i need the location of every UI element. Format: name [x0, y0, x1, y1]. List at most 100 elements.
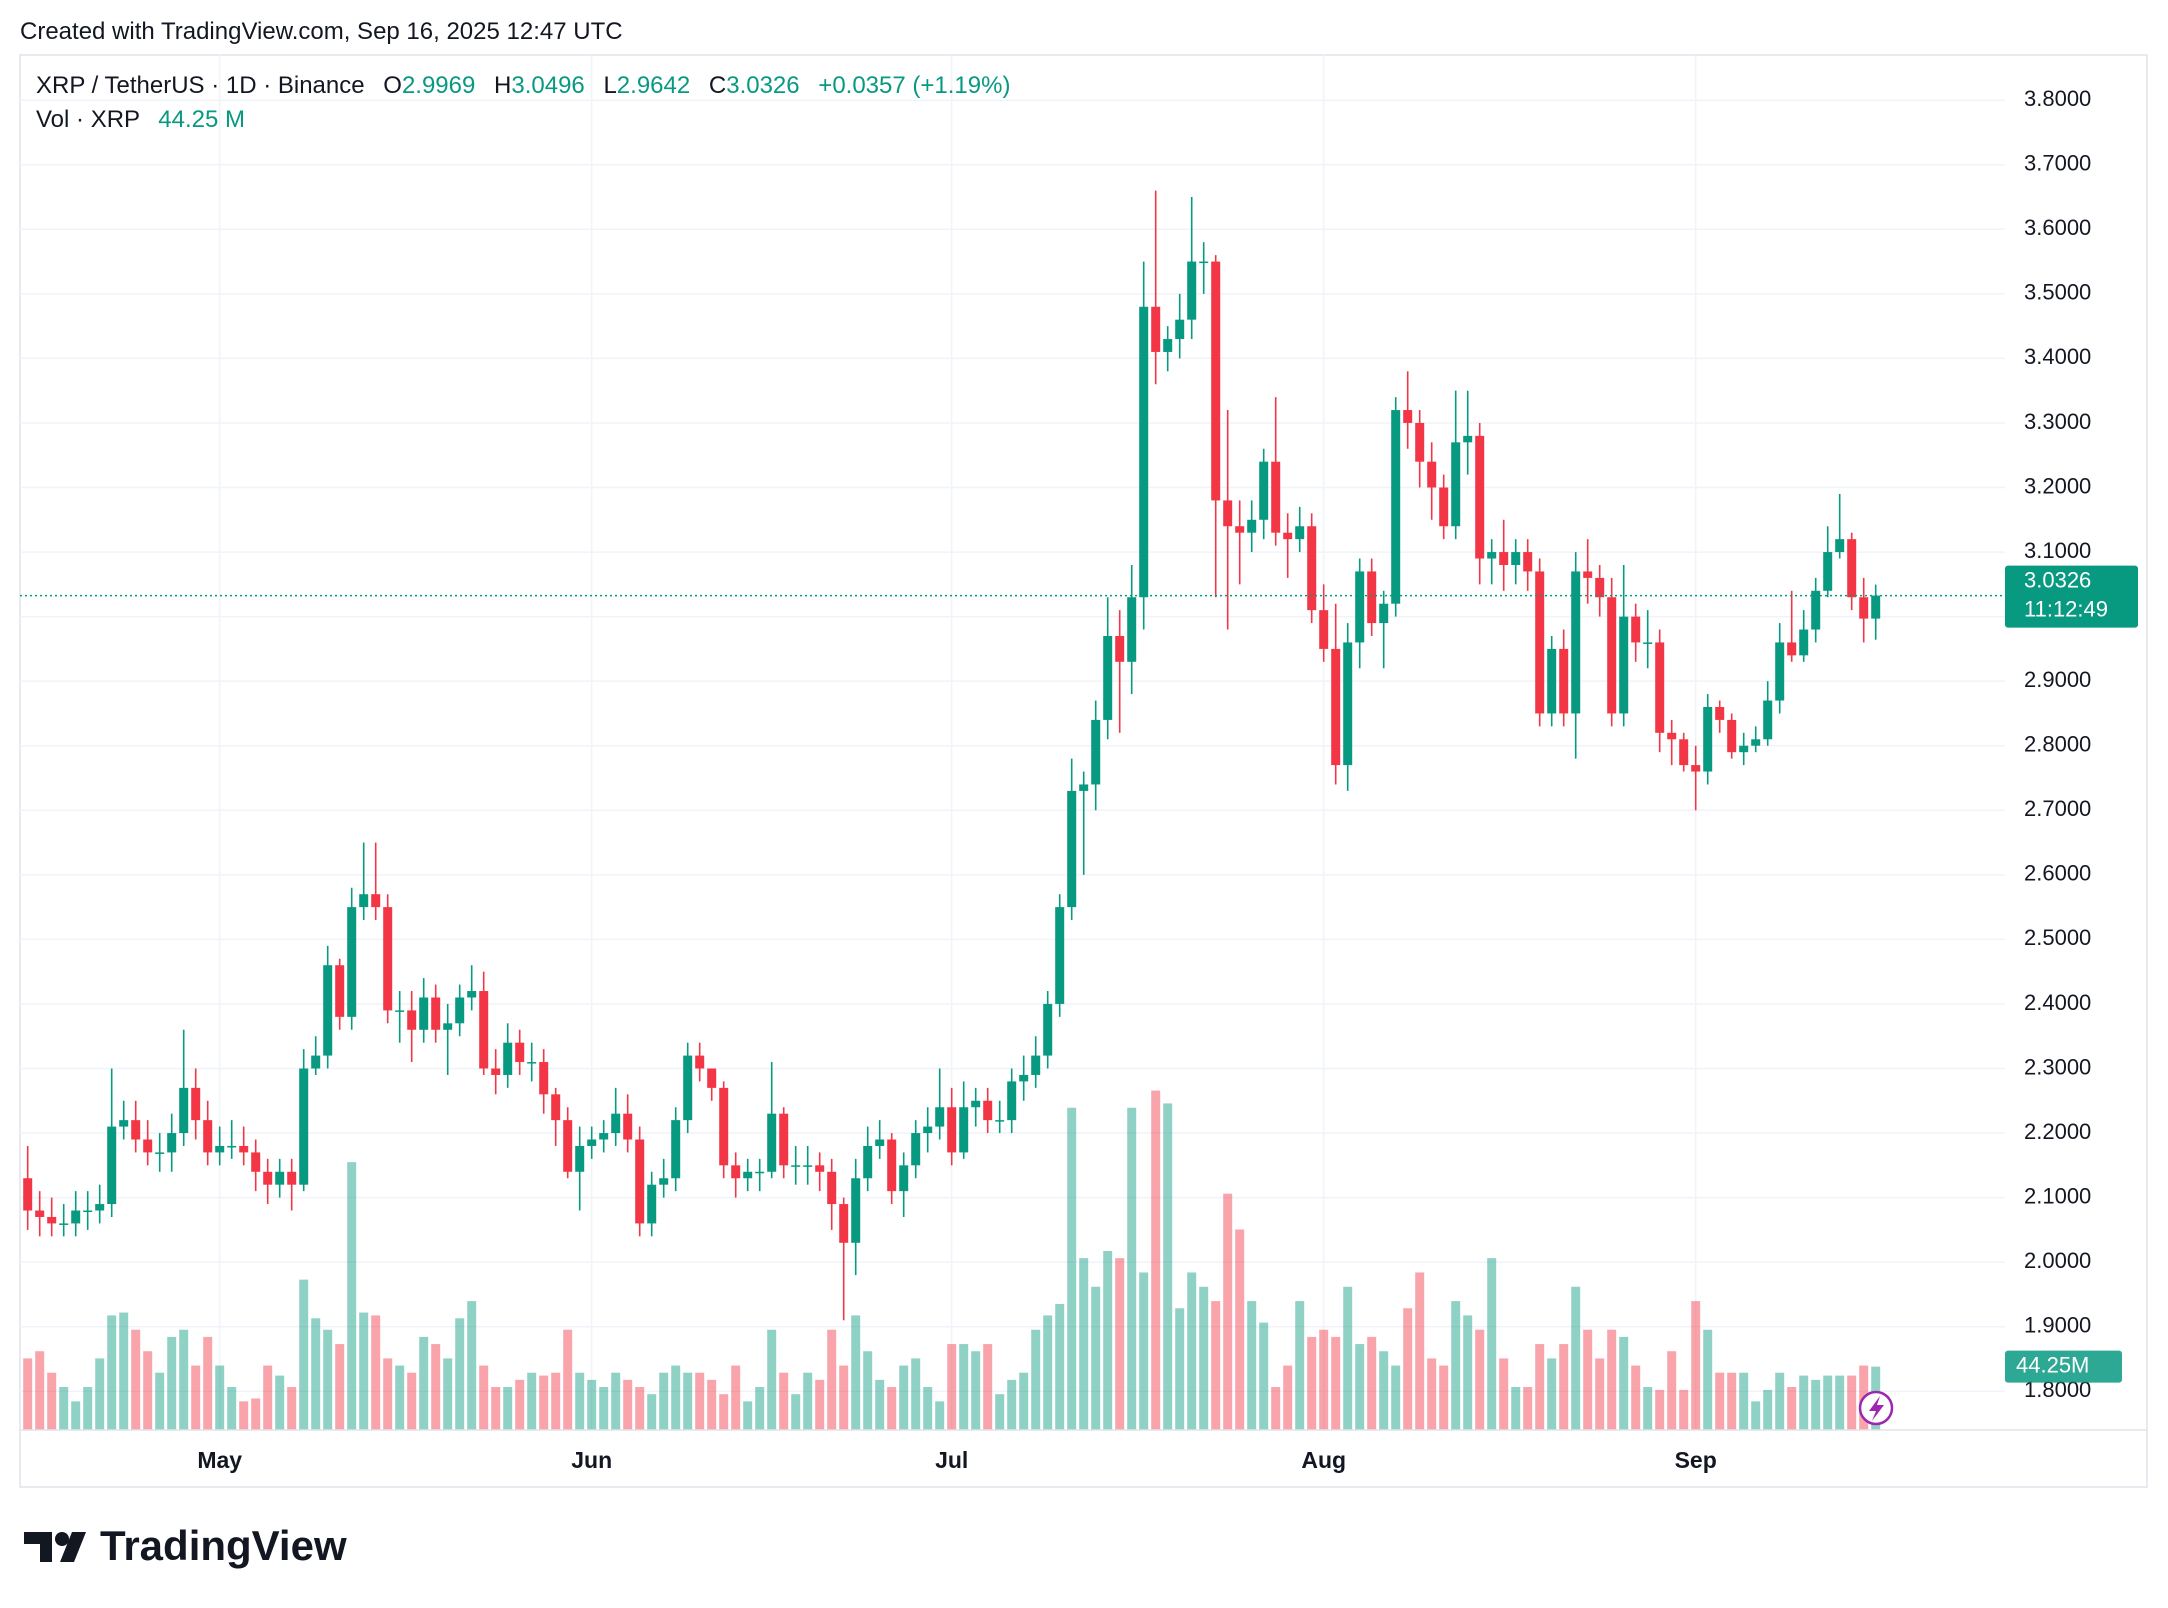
- candle-body: [1559, 648, 1569, 714]
- candles: [23, 190, 1881, 1321]
- candle-body: [983, 1100, 993, 1121]
- candle-body: [191, 1087, 201, 1121]
- volume-bar: [95, 1358, 105, 1430]
- candle-body: [1619, 616, 1629, 714]
- last-price-box: [2005, 565, 2138, 628]
- volume-bar: [395, 1365, 405, 1430]
- volume-bar: [47, 1372, 57, 1430]
- volume-bar: [695, 1372, 705, 1430]
- volume-bar: [1667, 1351, 1677, 1430]
- volume-bar: [1415, 1272, 1425, 1430]
- volume-bar: [1535, 1344, 1545, 1430]
- volume-bar: [1379, 1351, 1389, 1430]
- candle-body: [815, 1165, 825, 1172]
- volume-bar: [443, 1358, 453, 1430]
- volume-bar: [1763, 1389, 1773, 1430]
- volume-bar: [623, 1379, 633, 1430]
- volume-bar: [215, 1365, 225, 1430]
- candle-body: [1667, 732, 1677, 740]
- candle-body: [923, 1126, 933, 1134]
- candle-body: [275, 1171, 285, 1185]
- candle-body: [1823, 552, 1833, 591]
- candle-body: [431, 997, 441, 1030]
- volume-bar: [1187, 1272, 1197, 1430]
- volume-bar: [59, 1387, 69, 1430]
- alert-icon[interactable]: [1858, 1390, 1894, 1426]
- candle-body: [83, 1210, 93, 1213]
- candle-body: [1655, 642, 1665, 733]
- candle-body: [947, 1107, 957, 1153]
- candle-body: [203, 1120, 213, 1153]
- candle-body: [1739, 745, 1749, 753]
- volume-bar: [1055, 1303, 1065, 1430]
- volume-bar: [1679, 1389, 1689, 1430]
- candle-body: [527, 1062, 537, 1064]
- volume-bar: [1463, 1315, 1473, 1430]
- x-tick-label: Aug: [1301, 1447, 1346, 1473]
- volume-bar: [419, 1336, 429, 1430]
- candle-body: [1187, 261, 1197, 320]
- volume-bar: [1223, 1193, 1233, 1430]
- volume-bar: [1475, 1329, 1485, 1430]
- volume-bar: [1703, 1329, 1713, 1430]
- candle-body: [887, 1139, 897, 1192]
- volume-bar: [1739, 1372, 1749, 1430]
- volume-bar: [863, 1351, 873, 1430]
- volume-bar: [959, 1344, 969, 1430]
- candle-body: [215, 1145, 225, 1153]
- volume-bar: [431, 1344, 441, 1430]
- candle-body: [971, 1100, 981, 1108]
- volume-bar: [1451, 1301, 1461, 1430]
- candle-body: [1019, 1074, 1029, 1082]
- volume-bar: [1439, 1365, 1449, 1430]
- logo-part: [24, 1532, 52, 1562]
- candle-body: [1499, 552, 1509, 565]
- volume-bar: [1367, 1336, 1377, 1430]
- volume-bar: [1691, 1301, 1701, 1430]
- volume-bar: [107, 1315, 117, 1430]
- volume-bar: [1631, 1365, 1641, 1430]
- volume-bar: [1211, 1301, 1221, 1430]
- volume-bar: [155, 1372, 165, 1430]
- volume-bar: [179, 1329, 189, 1430]
- candle-body: [1763, 700, 1773, 740]
- y-tick-label: 3.2000: [2024, 473, 2091, 498]
- volume-bar: [1523, 1387, 1533, 1430]
- candle-body: [251, 1152, 261, 1172]
- candle-body: [803, 1165, 813, 1167]
- volume-bar: [1799, 1375, 1809, 1430]
- volume-bar: [707, 1379, 717, 1430]
- volume-bar: [515, 1379, 525, 1430]
- candle-body: [1379, 603, 1389, 624]
- volume-bar: [1127, 1107, 1137, 1430]
- volume-bar: [1019, 1372, 1029, 1430]
- candle-body: [1223, 500, 1233, 527]
- candle-body: [1391, 410, 1401, 604]
- candle-body: [1163, 339, 1173, 352]
- volume-bar: [1283, 1365, 1293, 1430]
- candle-body: [1643, 642, 1653, 644]
- volume-axis-label: 44.25M: [2016, 1352, 2089, 1377]
- ohlc-value: 2.9642: [616, 72, 691, 99]
- candle-body: [1235, 526, 1245, 533]
- volume-bar: [131, 1329, 141, 1430]
- candle-body: [1727, 719, 1737, 753]
- volume-bar: [1175, 1308, 1185, 1430]
- candle-body: [1583, 571, 1593, 578]
- alert-bolt[interactable]: [1869, 1396, 1884, 1421]
- volume-bar: [455, 1318, 465, 1430]
- candle-body: [1787, 642, 1797, 656]
- volume-bar: [755, 1387, 765, 1430]
- candle-body: [47, 1216, 57, 1224]
- volume-bar: [983, 1344, 993, 1430]
- grid: [20, 55, 2005, 1430]
- candle-body: [899, 1165, 909, 1192]
- candle-body: [575, 1145, 585, 1172]
- ohlc-value: 3.0496: [511, 72, 585, 99]
- y-tick-label: 3.3000: [2024, 409, 2091, 434]
- candle-body: [1487, 552, 1497, 559]
- volume-bar: [263, 1365, 273, 1430]
- brand-logo: [24, 1532, 86, 1562]
- candle-body: [167, 1133, 177, 1153]
- candle-body: [1547, 648, 1557, 714]
